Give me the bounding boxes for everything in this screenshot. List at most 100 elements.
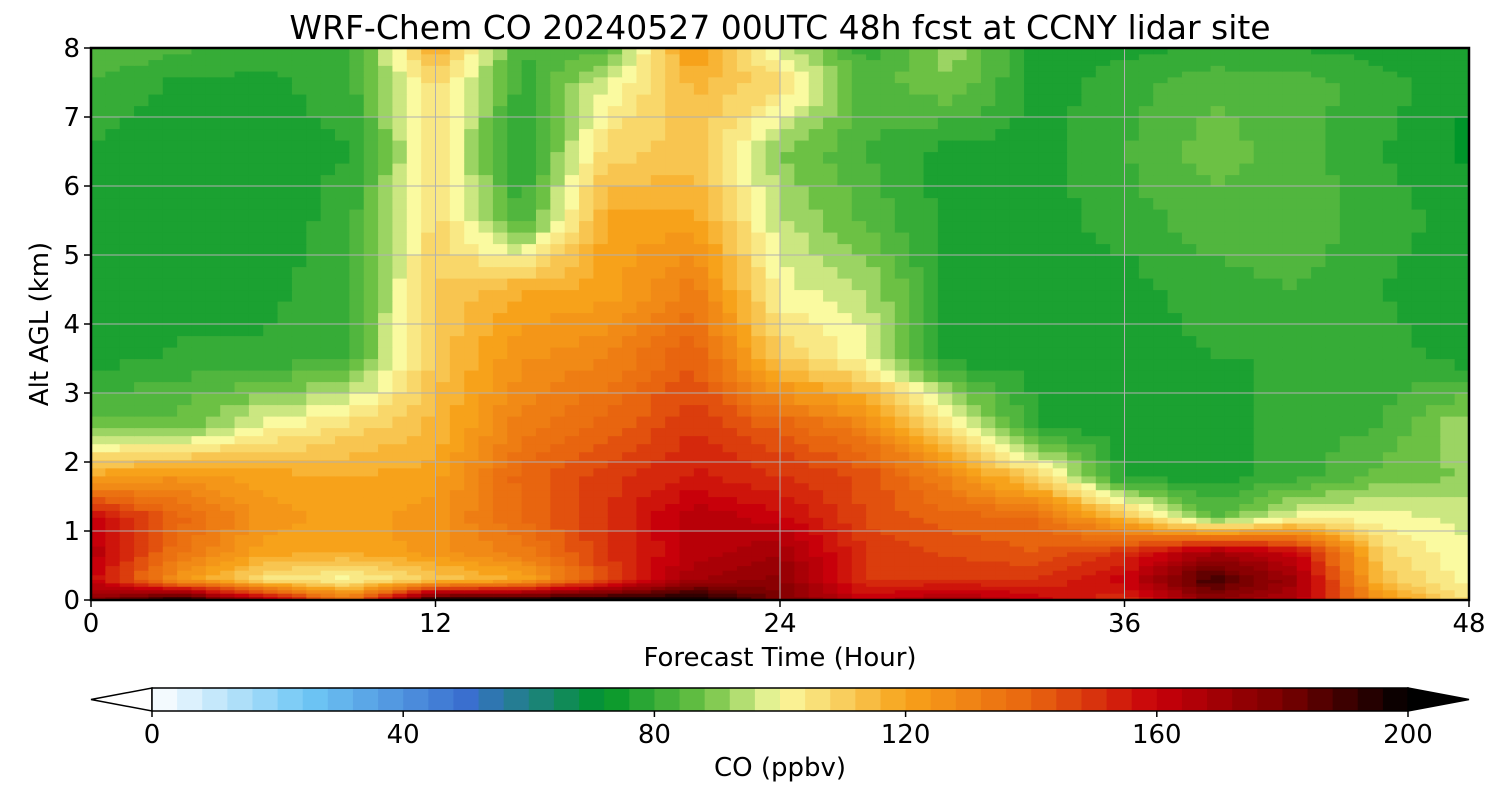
heatmap-cell [105, 475, 121, 484]
heatmap-cell [937, 459, 953, 469]
heatmap-cell [579, 510, 594, 518]
heatmap-cell [1153, 232, 1169, 245]
heatmap-cell [421, 174, 437, 187]
heatmap-cell [335, 393, 350, 406]
heatmap-cell [923, 266, 939, 279]
heatmap-cell [1268, 510, 1283, 518]
heatmap-cell [1368, 220, 1384, 233]
heatmap-cell [952, 560, 968, 567]
heatmap-cell [349, 510, 365, 518]
heatmap-cell [492, 427, 508, 437]
heatmap-cell [794, 459, 810, 469]
heatmap-cell [291, 503, 307, 511]
heatmap-cell [693, 151, 709, 164]
heatmap-cell [665, 404, 681, 417]
heatmap-cell [507, 289, 523, 302]
heatmap-cell [1368, 489, 1384, 498]
heatmap-cell [894, 534, 910, 541]
heatmap-cell [837, 517, 853, 524]
heatmap-cell [1038, 579, 1054, 584]
heatmap-cell [1167, 301, 1183, 314]
heatmap-cell [134, 278, 150, 291]
heatmap-cell [880, 589, 896, 594]
heatmap-cell [521, 232, 537, 245]
heatmap-cell [1081, 489, 1097, 498]
heatmap-cell [492, 522, 508, 530]
heatmap-cell [823, 358, 839, 371]
heatmap-cell [708, 151, 724, 164]
heatmap-cell [780, 289, 795, 302]
heatmap-cell [492, 551, 508, 557]
heatmap-cell [148, 255, 164, 268]
heatmap-cell [550, 381, 566, 394]
heatmap-cell [1397, 278, 1413, 291]
heatmap-cell [1110, 243, 1126, 256]
heatmap-cell [1296, 510, 1312, 518]
heatmap-cell [837, 451, 853, 461]
heatmap-cell [1268, 503, 1283, 511]
heatmap-cell [1067, 475, 1083, 484]
heatmap-cell [248, 278, 264, 291]
heatmap-cell [880, 163, 896, 176]
heatmap-cell [449, 174, 465, 187]
heatmap-cell [406, 596, 422, 601]
heatmap-cell [765, 301, 781, 314]
heatmap-cell [1009, 174, 1025, 187]
heatmap-cell [291, 278, 307, 291]
heatmap-cell [693, 528, 709, 536]
heatmap-cell [765, 370, 781, 383]
heatmap-cell [995, 209, 1011, 222]
heatmap-cell [349, 574, 365, 580]
heatmap-cell [1239, 517, 1255, 524]
heatmap-cell [1110, 560, 1126, 567]
heatmap-cell [650, 209, 666, 222]
heatmap-cell [1224, 586, 1240, 591]
heatmap-cell [91, 517, 106, 524]
heatmap-cell [550, 510, 566, 518]
heatmap-cell [263, 324, 279, 337]
heatmap-cell [91, 482, 106, 491]
heatmap-cell [148, 574, 164, 580]
heatmap-cell [837, 358, 853, 371]
heatmap-cell [722, 381, 738, 394]
heatmap-cell [1339, 582, 1355, 587]
heatmap-cell [1181, 416, 1197, 429]
heatmap-cell [1268, 243, 1283, 256]
heatmap-cell [177, 358, 193, 371]
heatmap-cell [1239, 528, 1255, 536]
heatmap-cell [550, 435, 566, 445]
heatmap-cell [1196, 517, 1212, 524]
heatmap-cell [1325, 551, 1341, 557]
heatmap-cell [406, 186, 422, 199]
heatmap-cell [966, 220, 982, 233]
heatmap-cell [909, 197, 925, 210]
heatmap-cell [952, 510, 968, 518]
heatmap-cell [507, 324, 523, 337]
heatmap-cell [1024, 335, 1039, 348]
heatmap-cell [1153, 243, 1169, 256]
heatmap-cell [650, 589, 666, 594]
heatmap-cell [277, 551, 293, 557]
heatmap-cell [894, 278, 910, 291]
heatmap-cell [722, 186, 738, 199]
heatmap-cell [1354, 503, 1370, 511]
heatmap-cell [593, 467, 609, 477]
heatmap-cell [765, 582, 781, 587]
heatmap-cell [780, 596, 795, 601]
heatmap-cell [1425, 266, 1441, 279]
heatmap-cell [1282, 551, 1298, 557]
heatmap-cell [722, 358, 738, 371]
heatmap-cell [866, 393, 882, 406]
heatmap-cell [1110, 482, 1126, 491]
heatmap-cell [923, 586, 939, 591]
heatmap-cell [1311, 416, 1327, 429]
heatmap-cell [205, 528, 221, 536]
heatmap-cell [722, 347, 738, 360]
heatmap-cell [1440, 427, 1456, 437]
heatmap-cell [808, 551, 824, 557]
heatmap-cell [823, 335, 839, 348]
heatmap-cell [1052, 416, 1068, 429]
heatmap-cell [1167, 596, 1183, 601]
heatmap-cell [1024, 324, 1039, 337]
heatmap-cell [363, 289, 379, 302]
